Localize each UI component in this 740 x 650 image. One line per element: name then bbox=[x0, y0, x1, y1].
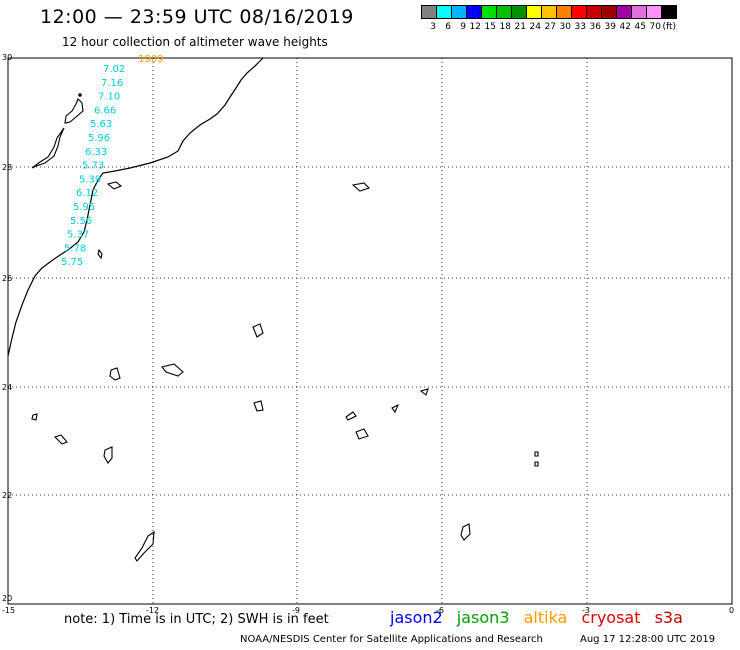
sat-s3a: s3a bbox=[654, 608, 683, 627]
footer-timestamp: Aug 17 12:28:00 UTC 2019 bbox=[580, 634, 716, 645]
wave-height-value: 7.16 bbox=[101, 78, 123, 89]
x-tick-label: -9 bbox=[292, 606, 300, 615]
island-small bbox=[460, 523, 471, 541]
legend-label: 12 bbox=[469, 22, 481, 32]
legend-label: 27 bbox=[544, 22, 556, 32]
island-small bbox=[161, 363, 184, 377]
sat-cryosat: cryosat bbox=[581, 608, 641, 627]
wave-height-value: 5.73 bbox=[82, 161, 104, 172]
legend-label: 9 bbox=[460, 22, 466, 32]
footer-credit: NOAA/NESDIS Center for Satellite Applica… bbox=[240, 634, 543, 645]
legend-label: 42 bbox=[619, 22, 631, 32]
island-small bbox=[351, 182, 371, 192]
coastline bbox=[7, 57, 264, 357]
x-tick-label: -3 bbox=[582, 606, 590, 615]
page-title: 12:00 — 23:59 UTC 08/16/2019 bbox=[40, 6, 354, 28]
x-tick-label: -6 bbox=[436, 606, 444, 615]
y-tick-label: 20 bbox=[2, 594, 12, 603]
legend-label: 15 bbox=[484, 22, 496, 32]
wave-height-value: 5.95 bbox=[73, 202, 95, 213]
wave-height-value: 5.39 bbox=[79, 174, 101, 185]
island-small bbox=[106, 181, 123, 190]
map-grid bbox=[8, 58, 732, 604]
y-tick-label: 26 bbox=[2, 274, 12, 283]
island-small bbox=[534, 461, 539, 467]
sat-jason2: jason2 bbox=[390, 608, 443, 627]
x-tick-label: -12 bbox=[146, 606, 159, 615]
legend-label: 33 bbox=[574, 22, 586, 32]
legend-swatches bbox=[421, 5, 677, 19]
legend-label: 21 bbox=[514, 22, 526, 32]
y-tick-label: 24 bbox=[2, 383, 12, 392]
y-tick-label: 22 bbox=[2, 491, 12, 500]
wave-height-value: 5.78 bbox=[64, 243, 86, 254]
island-lanzarote bbox=[64, 98, 84, 124]
legend-label: 39 bbox=[604, 22, 616, 32]
legend-label: 6 bbox=[445, 22, 451, 32]
note-text: note: 1) Time is in UTC; 2) SWH is in fe… bbox=[64, 612, 329, 627]
y-tick-label: 28 bbox=[2, 163, 12, 172]
legend-label: 45 bbox=[634, 22, 646, 32]
legend-label: 24 bbox=[529, 22, 541, 32]
map-frame bbox=[7, 57, 733, 605]
legend-label: (ft) bbox=[662, 22, 676, 32]
wave-height-labels: 7.02 7.16 7.10 6.66 5.63 5.96 6.33 5.73 5.39 6.12… bbox=[61, 64, 125, 268]
color-legend: 3 6 9 12 15 18 21 24 27 30 33 36 39 42 45 70 (ft) bbox=[421, 5, 677, 32]
legend-label: 70 bbox=[649, 22, 661, 32]
island-small bbox=[53, 434, 68, 445]
island-dot bbox=[78, 93, 82, 97]
island-small bbox=[345, 411, 357, 421]
island-small bbox=[391, 403, 400, 414]
islands bbox=[31, 93, 539, 562]
legend-label: 3 bbox=[430, 22, 436, 32]
track-time-label: 1909 bbox=[138, 54, 163, 65]
legend-label: 30 bbox=[559, 22, 571, 32]
legend-labels: 3 6 9 12 15 18 21 24 27 30 33 36 39 42 45 70 (ft) bbox=[421, 22, 676, 32]
wave-height-value: 5.56 bbox=[70, 216, 92, 227]
sat-jason3: jason3 bbox=[456, 608, 510, 627]
island-small bbox=[103, 446, 113, 464]
legend-swatch bbox=[661, 5, 677, 19]
island-small bbox=[534, 451, 539, 457]
wave-height-value: 5.37 bbox=[67, 230, 89, 241]
sat-altika: altika bbox=[523, 608, 568, 627]
wave-height-value: 7.10 bbox=[98, 92, 120, 103]
island-small bbox=[252, 323, 264, 338]
wave-height-value: 6.33 bbox=[85, 147, 107, 158]
satellite-legend: jason2 jason3 altika cryosat s3a bbox=[390, 608, 692, 627]
wave-height-value: 5.63 bbox=[90, 119, 112, 130]
wave-height-value: 5.75 bbox=[61, 257, 83, 268]
island-small bbox=[419, 388, 429, 396]
island-fuerteventura bbox=[31, 127, 65, 169]
wave-height-value: 7.02 bbox=[103, 64, 125, 75]
wave-height-value: 6.12 bbox=[76, 188, 98, 199]
legend-label: 36 bbox=[589, 22, 601, 32]
island-small bbox=[97, 248, 103, 260]
legend-label: 18 bbox=[499, 22, 511, 32]
wave-height-value: 6.66 bbox=[94, 105, 116, 116]
y-tick-label: 30 bbox=[2, 53, 12, 62]
island-small bbox=[31, 413, 38, 421]
island-small bbox=[134, 530, 155, 562]
island-small bbox=[109, 367, 121, 381]
x-tick-label: 0 bbox=[729, 606, 734, 615]
y-axis-ticks: 30 28 26 24 22 20 bbox=[2, 53, 12, 603]
wave-height-value: 5.96 bbox=[88, 133, 110, 144]
page-subtitle: 12 hour collection of altimeter wave hei… bbox=[62, 35, 328, 49]
x-axis-ticks: -15 -12 -9 -6 -3 0 bbox=[2, 606, 734, 615]
x-tick-label: -15 bbox=[2, 606, 15, 615]
island-small bbox=[355, 428, 369, 440]
island-small bbox=[253, 400, 264, 412]
